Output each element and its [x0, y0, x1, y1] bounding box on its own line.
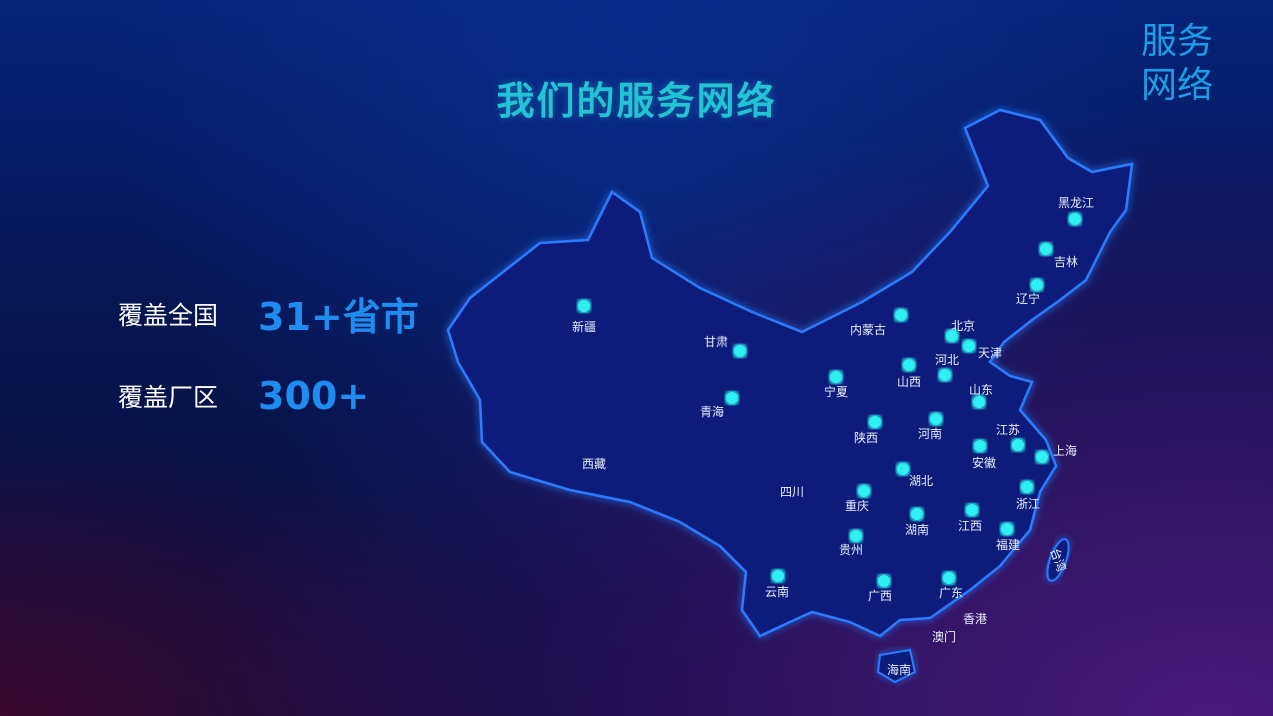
location-marker[interactable]	[848, 528, 864, 544]
location-marker[interactable]	[1019, 479, 1035, 495]
province-label: 辽宁	[1016, 291, 1040, 306]
province-label: 青海	[700, 404, 724, 419]
location-marker[interactable]	[961, 338, 977, 354]
province-label: 澳门	[932, 629, 956, 644]
location-marker[interactable]	[1038, 241, 1054, 257]
province-label: 上海	[1053, 443, 1077, 458]
province-label: 吉林	[1054, 255, 1078, 269]
stat-label: 覆盖厂区	[118, 383, 219, 412]
location-marker[interactable]	[724, 390, 740, 406]
province-label: 贵州	[839, 543, 863, 557]
stat-label: 覆盖全国	[118, 300, 219, 330]
province-label: 山东	[969, 383, 993, 397]
province-label: 广西	[868, 589, 892, 603]
province-label: 河北	[935, 353, 959, 367]
province-label: 浙江	[1016, 497, 1040, 511]
province-label: 新疆	[572, 319, 596, 334]
province-label: 四川	[780, 485, 804, 499]
province-label: 福建	[996, 537, 1020, 552]
location-marker[interactable]	[941, 570, 957, 586]
province-label: 重庆	[845, 499, 869, 513]
province-label: 河南	[918, 426, 942, 441]
location-marker[interactable]	[964, 502, 980, 518]
corner-title-line: 服务	[1140, 21, 1213, 62]
location-marker[interactable]	[895, 461, 911, 477]
stat-factories: 覆盖厂区 300+	[118, 374, 369, 418]
location-marker[interactable]	[909, 506, 925, 522]
province-label: 内蒙古	[850, 322, 886, 337]
stat-provinces: 覆盖全国 31+省市	[118, 286, 419, 341]
location-marker[interactable]	[893, 307, 909, 323]
province-label: 湖南	[905, 522, 929, 537]
page-title: 我们的服务网络	[496, 79, 777, 123]
province-label: 海南	[887, 662, 911, 677]
province-label: 天津	[978, 346, 1002, 360]
corner-title-line: 网络	[1140, 65, 1213, 106]
location-marker[interactable]	[928, 411, 944, 427]
taiwan-outline	[1046, 538, 1070, 582]
province-label: 山西	[897, 375, 921, 389]
province-label: 北京	[951, 319, 975, 333]
province-label: 香港	[963, 612, 987, 626]
stat-value: 31+省市	[258, 295, 419, 339]
province-label: 西藏	[582, 457, 606, 471]
province-label: 安徽	[972, 455, 996, 470]
china-outline	[446, 108, 1134, 638]
province-label: 云南	[765, 584, 789, 599]
location-marker[interactable]	[1029, 277, 1045, 293]
province-label: 宁夏	[824, 384, 848, 399]
location-marker[interactable]	[972, 438, 988, 454]
location-marker[interactable]	[1010, 437, 1026, 453]
location-marker[interactable]	[1067, 211, 1083, 227]
stat-value: 300+	[258, 374, 370, 418]
province-label: 甘肃	[704, 335, 728, 349]
province-label: 陕西	[854, 430, 878, 445]
province-label: 江西	[958, 519, 982, 533]
location-marker[interactable]	[937, 367, 953, 383]
location-marker[interactable]	[901, 357, 917, 373]
province-label: 湖北	[909, 473, 933, 488]
location-marker[interactable]	[770, 568, 786, 584]
location-marker[interactable]	[576, 298, 592, 314]
location-marker[interactable]	[1034, 449, 1050, 465]
location-marker[interactable]	[732, 343, 748, 359]
location-marker[interactable]	[971, 394, 987, 410]
location-marker[interactable]	[867, 414, 883, 430]
location-marker[interactable]	[876, 573, 892, 589]
province-label: 江苏	[996, 423, 1020, 437]
province-label: 广东	[939, 586, 963, 600]
corner-title: 服务 网络	[1139, 20, 1215, 108]
location-marker[interactable]	[856, 483, 872, 499]
province-label: 黑龙江	[1058, 196, 1094, 210]
location-marker[interactable]	[944, 328, 960, 344]
location-marker[interactable]	[999, 521, 1015, 537]
location-marker[interactable]	[828, 369, 844, 385]
hainan-outline	[876, 648, 917, 684]
